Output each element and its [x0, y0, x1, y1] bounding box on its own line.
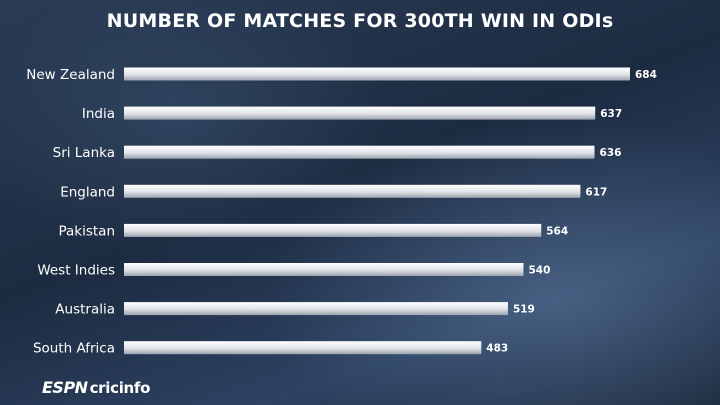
- bar: [124, 145, 595, 159]
- value-label: 637: [600, 108, 622, 120]
- bar: [124, 106, 596, 120]
- category-label: England: [60, 184, 115, 200]
- bar: [124, 302, 508, 316]
- category-label: India: [82, 106, 115, 122]
- chart-title: NUMBER OF MATCHES FOR 300TH WIN IN ODIs: [106, 10, 614, 32]
- category-label: Sri Lanka: [53, 145, 115, 161]
- category-label: Pakistan: [58, 223, 115, 239]
- value-label: 636: [599, 147, 621, 159]
- logo-cricinfo-text: cricinfo: [89, 379, 151, 397]
- value-label: 564: [546, 225, 568, 237]
- category-label: Australia: [55, 302, 115, 318]
- category-label: West Indies: [37, 263, 115, 279]
- value-label: 483: [486, 343, 508, 355]
- bar: [124, 263, 524, 276]
- value-label: 617: [585, 186, 607, 198]
- bar: [124, 341, 482, 355]
- value-label: 540: [528, 265, 550, 277]
- category-label: New Zealand: [26, 67, 115, 83]
- value-label: 684: [635, 69, 657, 81]
- espncricinfo-logo: ESPN cricinfo: [42, 378, 150, 398]
- bar: [124, 67, 630, 81]
- bar: [124, 223, 542, 237]
- logo-espn-text: ESPN: [42, 378, 88, 397]
- bar: [124, 184, 581, 198]
- category-label: South Africa: [33, 341, 115, 357]
- value-label: 519: [513, 304, 535, 316]
